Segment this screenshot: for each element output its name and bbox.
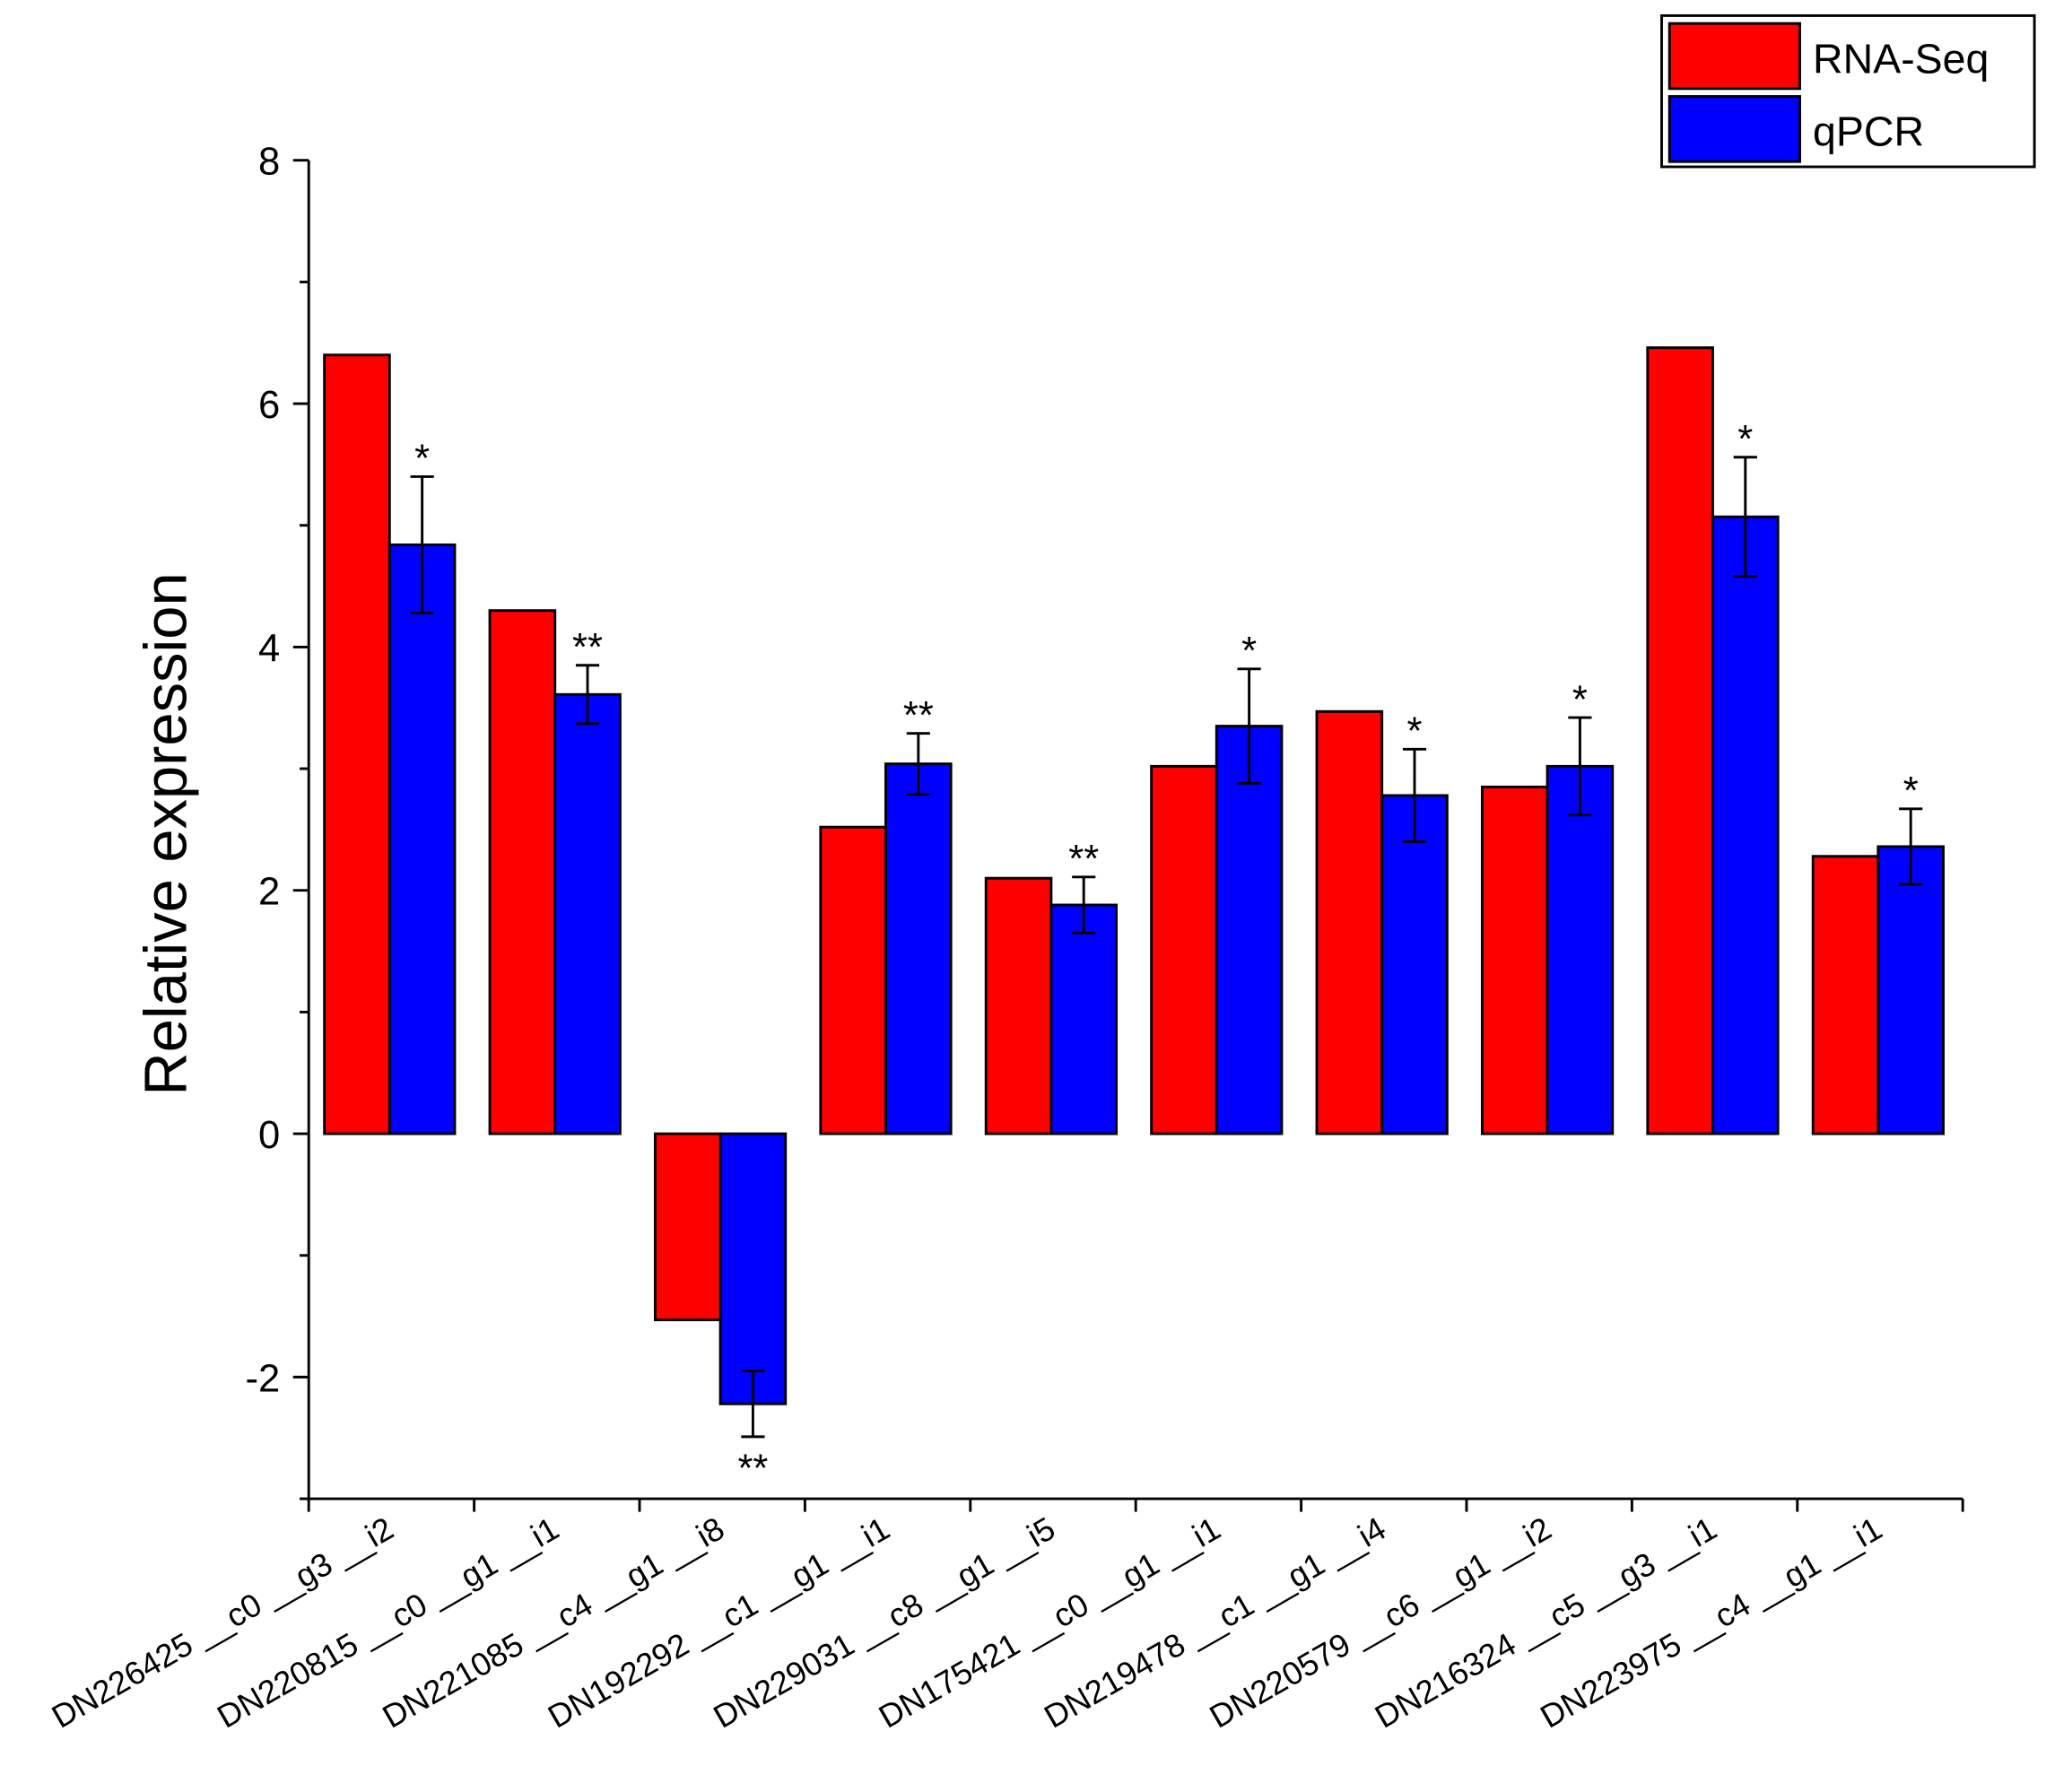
significance-label: ** — [903, 694, 934, 737]
bar — [1876, 845, 1945, 1135]
bar — [387, 543, 457, 1135]
bar — [1049, 903, 1118, 1135]
y-axis-title: Relative expression — [133, 572, 200, 1095]
y-tick-label: 4 — [258, 627, 280, 670]
bar — [553, 692, 622, 1135]
bar — [984, 876, 1053, 1135]
significance-label: * — [1572, 678, 1588, 721]
significance-label: * — [1903, 770, 1919, 813]
significance-label: * — [1407, 710, 1423, 753]
significance-label: ** — [737, 1447, 768, 1490]
significance-label: * — [414, 438, 430, 481]
significance-label: * — [1737, 418, 1753, 461]
bar — [653, 1132, 722, 1322]
bar — [1380, 794, 1449, 1135]
significance-label: ** — [572, 626, 603, 669]
y-tick-label: -2 — [245, 1357, 280, 1400]
bar — [1711, 515, 1780, 1135]
bar — [488, 609, 557, 1135]
bar — [1315, 709, 1384, 1135]
y-tick-label: 0 — [258, 1114, 280, 1157]
bar — [718, 1132, 788, 1405]
legend-label: RNA-Seq — [1813, 35, 1989, 82]
bar — [1215, 725, 1284, 1135]
bar — [1150, 764, 1218, 1135]
significance-label: ** — [1068, 838, 1099, 881]
legend-swatch — [1667, 95, 1801, 163]
significance-label: * — [1241, 630, 1257, 673]
bar — [1545, 764, 1615, 1135]
legend-label: qPCR — [1813, 109, 1924, 155]
y-tick-label: 2 — [258, 871, 280, 914]
bar — [1811, 855, 1880, 1135]
y-tick-label: 6 — [258, 384, 280, 427]
bar — [819, 825, 887, 1135]
legend-swatch — [1667, 22, 1801, 91]
bar — [1646, 346, 1714, 1135]
bar — [884, 762, 953, 1135]
bar — [1480, 785, 1549, 1135]
y-tick-label: 8 — [258, 141, 280, 184]
bar — [323, 353, 391, 1135]
